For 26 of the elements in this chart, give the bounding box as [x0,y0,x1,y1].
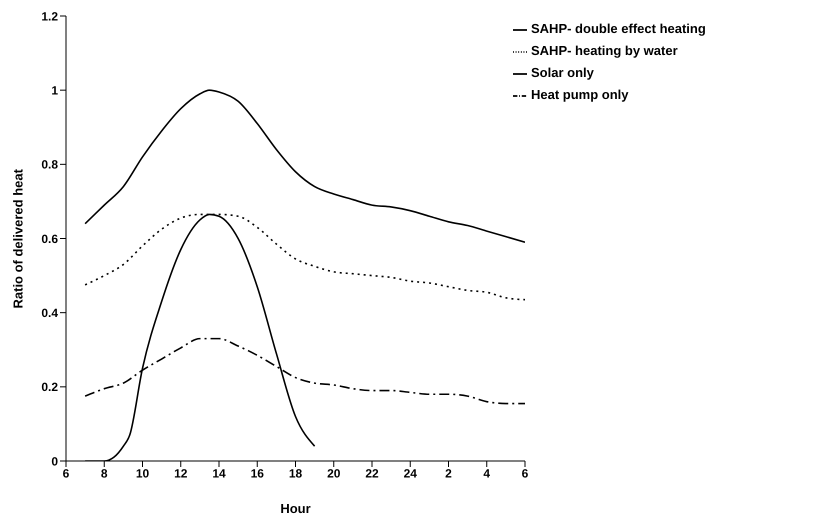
y-tick-label: 0.6 [41,232,58,246]
y-tick-label: 0.8 [41,158,58,172]
x-tick-label: 12 [174,466,188,481]
x-tick-label: 20 [327,466,341,481]
x-tick-label: 16 [250,466,264,481]
y-tick-label: 1 [51,83,58,98]
y-tick-label: 0.2 [41,380,58,394]
x-tick-label: 14 [212,466,226,481]
x-tick-label: 24 [404,466,418,481]
x-tick-label: 8 [100,466,108,481]
x-tick-label: 6 [522,466,529,481]
y-axis-title: Ratio of delivered heat [10,168,26,308]
x-tick-label: 10 [136,466,150,481]
legend-label: SAHP- heating by water [531,43,678,58]
legend-label: Solar only [531,65,594,80]
x-tick-label: 2 [445,466,452,481]
x-tick-label: 6 [62,466,70,481]
legend-label: Heat pump only [531,87,629,102]
x-tick-label: 18 [288,466,302,481]
y-tick-label: 0 [51,454,58,468]
x-axis-title: Hour [280,501,311,516]
y-tick-label: 0.4 [41,306,58,320]
legend-label: SAHP- double effect heating [531,21,706,36]
x-tick-label: 22 [365,466,379,481]
y-tick-label: 1.2 [41,9,58,24]
x-tick-label: 4 [483,466,490,481]
